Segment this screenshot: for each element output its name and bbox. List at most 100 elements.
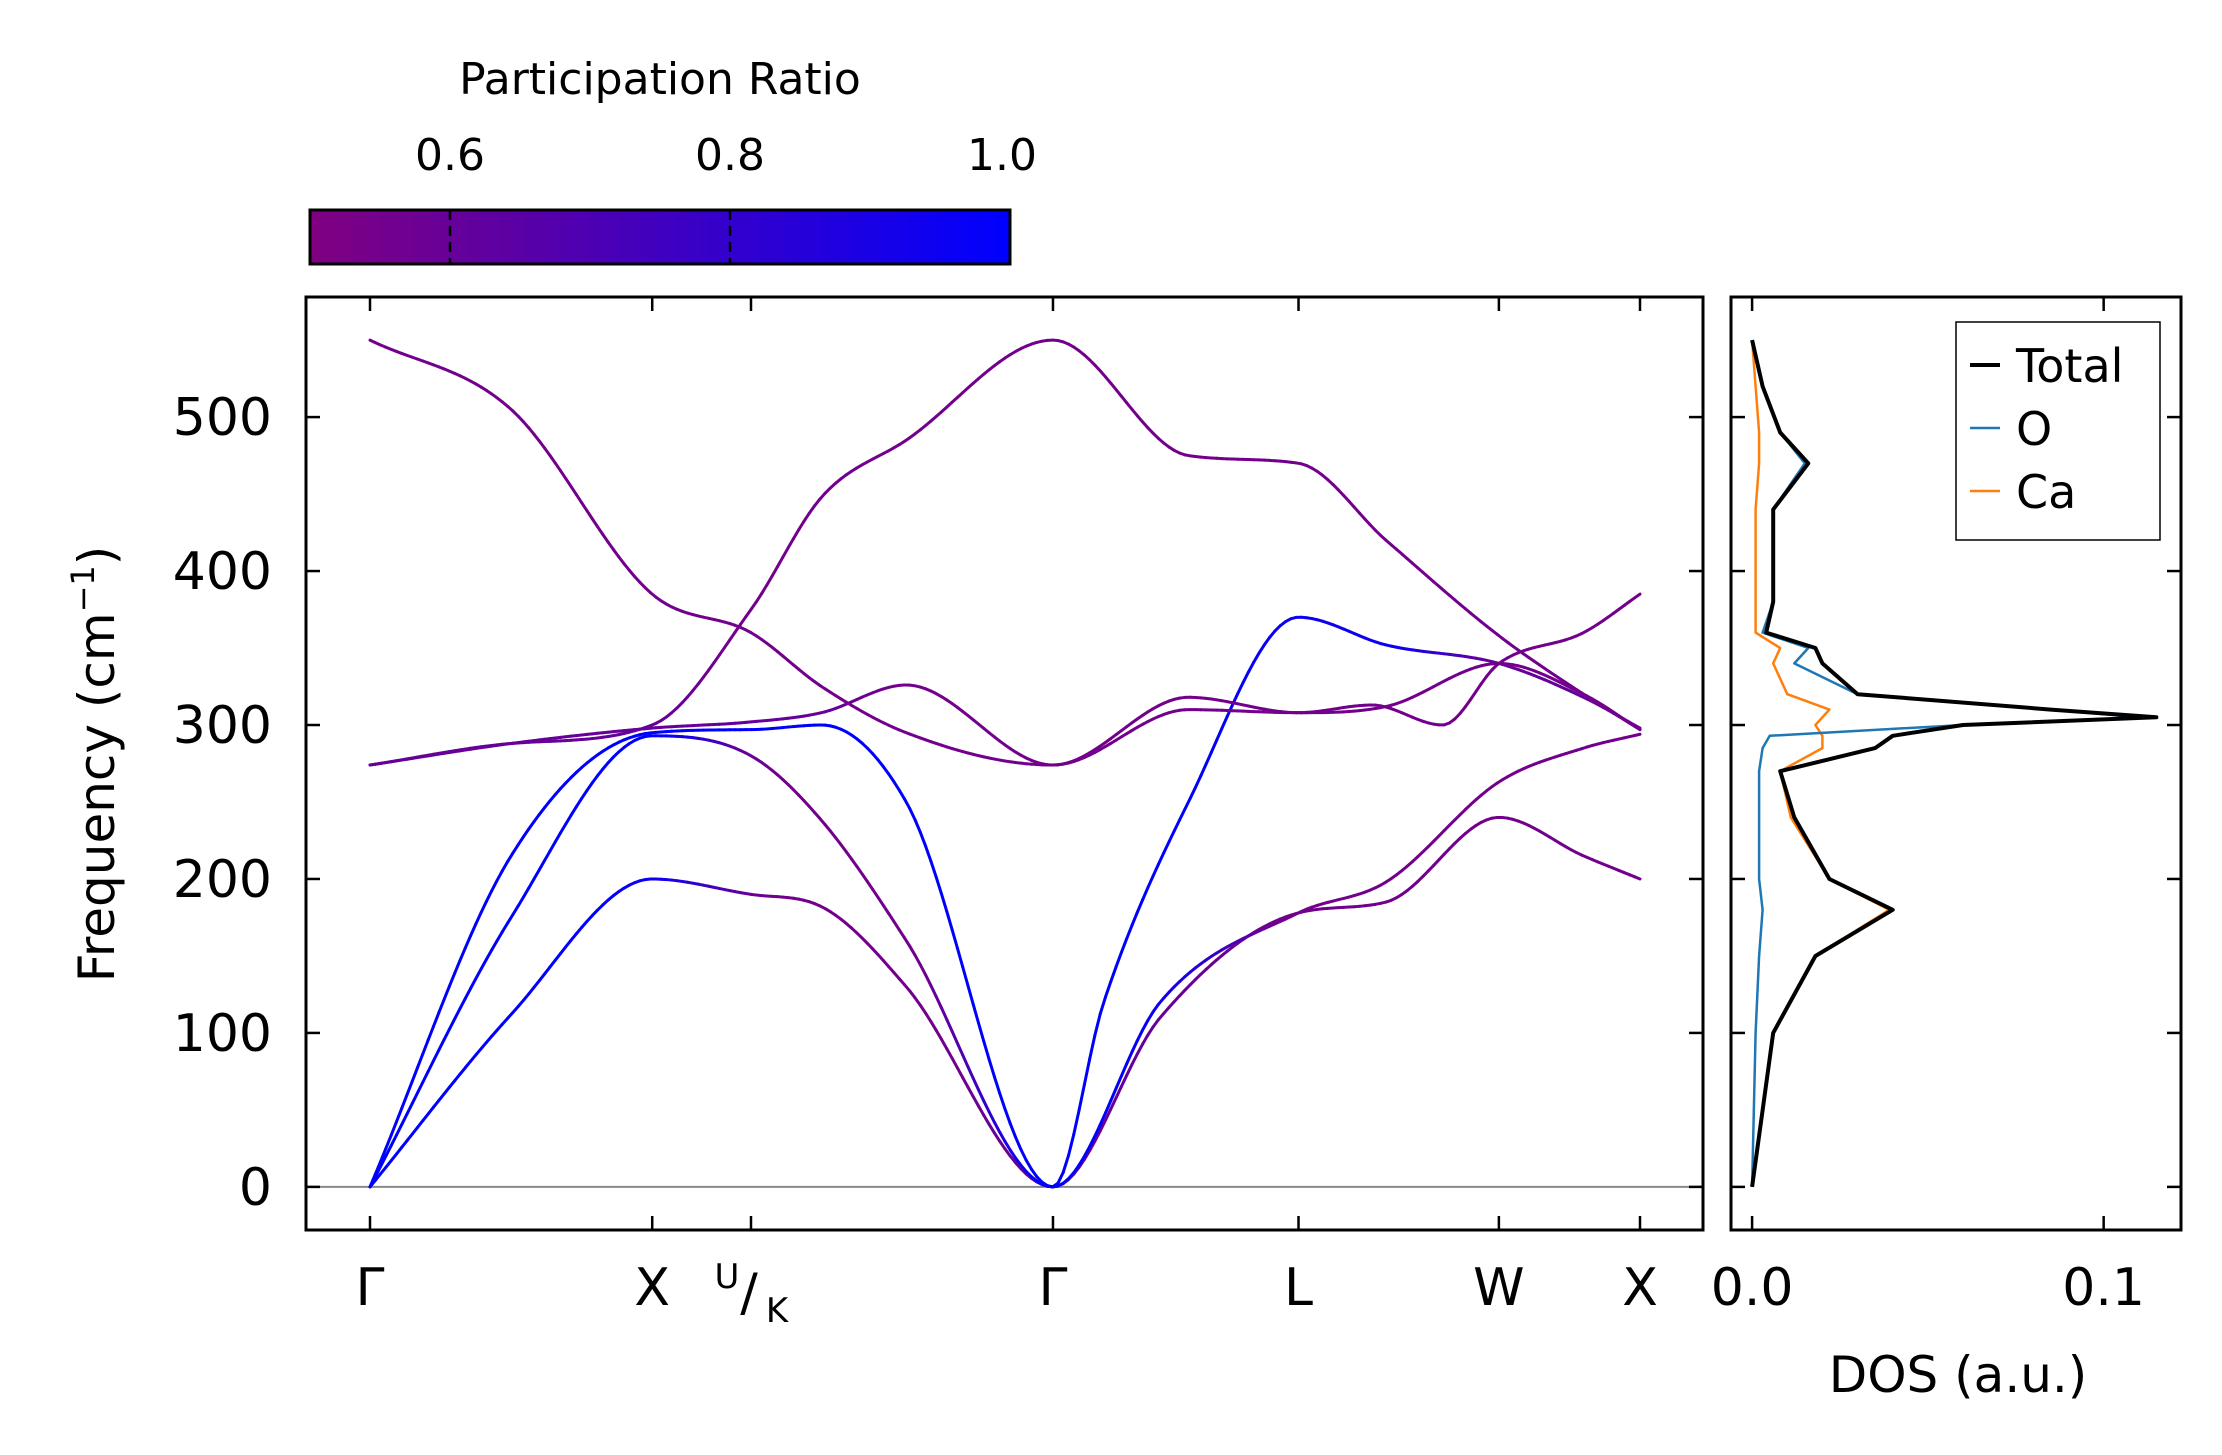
band-segment (913, 953, 922, 967)
band-segment (1141, 1018, 1150, 1032)
band-segment (384, 1144, 393, 1158)
band-segment (918, 830, 928, 848)
band-segment (469, 922, 478, 938)
band-segment (913, 818, 922, 834)
band-segment (1119, 937, 1129, 954)
band-segment (410, 1065, 420, 1083)
band-segment (569, 805, 578, 817)
dos-plot-frame (1729, 295, 2183, 1232)
band-segment (950, 1029, 959, 1045)
band-segment (1479, 674, 1489, 686)
band-segment (897, 928, 906, 940)
band-segment (553, 831, 562, 844)
band-segment (373, 1160, 383, 1176)
band-segment (744, 608, 753, 619)
band-segment (521, 886, 531, 899)
band-segment (1633, 875, 1642, 881)
band-segment (1241, 670, 1250, 685)
band-segment (1474, 682, 1483, 694)
dos-x-axis-label: DOS (a.u.) (1829, 1346, 2088, 1404)
band-segment (1463, 697, 1473, 709)
band-segment (992, 1120, 1002, 1134)
band-segment (971, 1095, 981, 1108)
colorbar: Participation Ratio 0.6 0.8 1.0 (308, 54, 1037, 266)
band-segment (437, 1038, 446, 1052)
band-segment (1061, 1154, 1070, 1174)
band-segment (453, 1007, 462, 1021)
band-segment (500, 921, 510, 934)
band-segment (717, 646, 727, 657)
band-segment (1220, 714, 1229, 730)
band-segment (453, 959, 462, 975)
band-segment (971, 1002, 981, 1025)
band-segment (940, 1037, 949, 1051)
band-3 (368, 615, 1642, 1189)
band-segment (463, 987, 473, 1001)
band-segment (368, 1172, 377, 1189)
band-segment (511, 904, 520, 917)
x-label-u: U (715, 1257, 740, 1297)
band-1 (368, 815, 1642, 1189)
band-segment (479, 957, 488, 971)
band-segment (1109, 1086, 1118, 1103)
band-segment (458, 997, 467, 1011)
band-segment (1633, 592, 1642, 600)
band-2 (368, 732, 1642, 1189)
dos-axes: 0.0 0.1 DOS (a.u.) Total O Ca (1711, 295, 2183, 1404)
band-segment (1077, 1154, 1086, 1167)
band-segment (421, 1038, 430, 1056)
band-segment (559, 469, 568, 481)
y-ticks: 0 100 200 300 400 500 (173, 388, 1703, 1218)
band-segment (416, 1080, 425, 1095)
band-segment (432, 1011, 441, 1028)
band-segment (479, 899, 488, 915)
band-segment (426, 1059, 435, 1073)
band-segment (987, 1057, 996, 1079)
band-segment (1246, 660, 1256, 674)
band-segment (765, 574, 774, 587)
dos-legend: Total O Ca (1955, 321, 2161, 541)
band-segment (1141, 886, 1150, 902)
band-segment (1125, 1062, 1134, 1077)
legend-frame (1955, 321, 2161, 541)
band-segment (754, 592, 764, 604)
band-segment (1014, 1135, 1023, 1151)
band-segment (506, 851, 515, 864)
band-segment (410, 1091, 420, 1105)
x-tick-labels: Γ X U / K Γ L W X (356, 1257, 1658, 1331)
dos-x-tick-label: 0.0 (1711, 1258, 1794, 1318)
band-plot-frame (304, 295, 1705, 1232)
band-segment (924, 973, 933, 988)
band-segment (389, 1133, 398, 1148)
band-segment (490, 939, 499, 952)
band-segment (775, 555, 785, 569)
band-segment (421, 1069, 430, 1084)
x-label-l: L (1284, 1258, 1313, 1318)
band-segment (781, 546, 790, 559)
band-segment (934, 875, 943, 896)
colorbar-tick-label: 0.8 (695, 130, 765, 181)
band-segment (860, 872, 869, 884)
x-label-x-2: X (1622, 1258, 1658, 1318)
band-segment (1262, 635, 1272, 647)
band-segment (961, 1075, 970, 1089)
band-segment (1098, 1111, 1108, 1127)
band-segment (924, 844, 933, 863)
band-segment (945, 909, 954, 932)
band-segment (384, 1133, 393, 1150)
band-segment (394, 1106, 404, 1124)
band-segment (432, 1048, 441, 1063)
band-segment (532, 868, 541, 881)
band-segment (416, 1052, 425, 1069)
band-segment (1114, 950, 1123, 969)
band-segment (1135, 898, 1145, 914)
x-label-gamma-2: Γ (1038, 1258, 1067, 1318)
band-segment (940, 892, 949, 913)
band-segment (1056, 1170, 1065, 1185)
band-segment (1141, 1033, 1150, 1046)
band-segment (389, 1120, 398, 1137)
band-segment (590, 517, 600, 529)
x-label-w: W (1473, 1258, 1524, 1318)
band-segment (850, 857, 859, 868)
